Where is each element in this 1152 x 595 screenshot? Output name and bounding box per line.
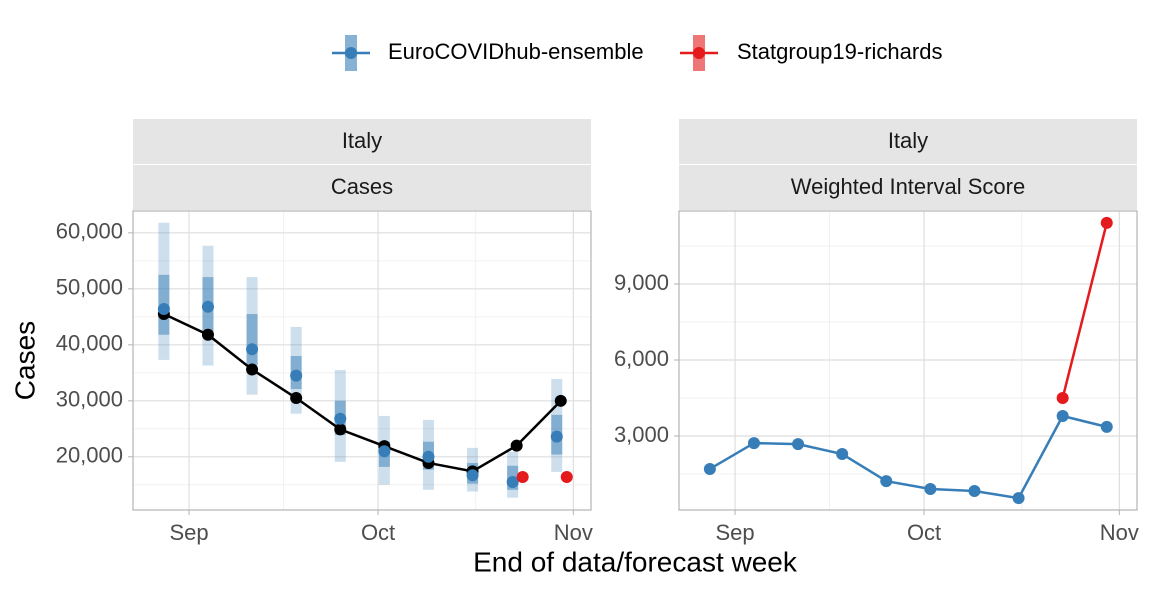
observed-point — [290, 392, 303, 405]
x-tick-label: Oct — [361, 520, 395, 545]
observed-point — [334, 423, 347, 436]
series-point — [703, 462, 716, 475]
y-tick-label: 9,000 — [614, 270, 669, 295]
series-point — [880, 475, 893, 488]
strip-label: Weighted Interval Score — [791, 174, 1025, 199]
x-tick-label: Oct — [907, 520, 941, 545]
legend-label: Statgroup19-richards — [737, 39, 942, 64]
legend-label: EuroCOVIDhub-ensemble — [388, 39, 644, 64]
series-point — [246, 343, 259, 356]
y-tick-label: 20,000 — [56, 443, 123, 468]
series-line — [1061, 222, 1108, 399]
series-point — [968, 484, 981, 497]
series-point — [516, 470, 529, 483]
x-tick-label: Sep — [715, 520, 754, 545]
x-tick-label: Nov — [1100, 520, 1139, 545]
x-tick-label: Nov — [554, 520, 593, 545]
y-tick-label: 50,000 — [56, 275, 123, 300]
series-point — [1100, 216, 1113, 229]
series-point — [1056, 392, 1069, 405]
y-tick-label: 3,000 — [614, 422, 669, 447]
observed-line — [163, 312, 562, 473]
strip — [679, 119, 1137, 164]
strip-label: Italy — [888, 128, 928, 153]
legend-point — [345, 47, 357, 59]
observed-point — [510, 439, 523, 452]
series-point — [157, 302, 170, 315]
series-point — [201, 300, 214, 313]
series-point — [466, 469, 479, 482]
x-tick-label: Sep — [169, 520, 208, 545]
series-point — [747, 437, 760, 450]
y-axis-label: Cases — [9, 321, 40, 400]
series-point — [1056, 409, 1069, 422]
y-tick-label: 60,000 — [56, 219, 123, 244]
series-point — [560, 470, 573, 483]
panel-border — [132, 210, 592, 511]
series-point — [1100, 420, 1113, 433]
series-point — [836, 448, 849, 461]
strip — [133, 119, 591, 164]
interval-inner — [246, 314, 258, 365]
y-tick-label: 6,000 — [614, 346, 669, 371]
series-point — [334, 412, 347, 425]
x-axis-label: End of data/forecast week — [473, 546, 798, 577]
series-point — [506, 476, 519, 489]
strip-label: Cases — [331, 174, 393, 199]
legend-point — [693, 47, 705, 59]
panel-border — [678, 210, 1138, 511]
y-tick-label: 30,000 — [56, 387, 123, 412]
series-point — [1012, 492, 1025, 505]
series-point — [290, 369, 303, 382]
series-line — [709, 414, 1108, 500]
series-point — [422, 450, 435, 463]
observed-point — [201, 328, 214, 341]
observed-point — [554, 394, 567, 407]
y-tick-label: 40,000 — [56, 331, 123, 356]
series-point — [924, 482, 937, 495]
strip-label: Italy — [342, 128, 382, 153]
observed-point — [246, 363, 259, 376]
strip — [133, 165, 591, 210]
series-point — [550, 430, 563, 443]
series-point — [792, 438, 805, 451]
series-point — [378, 445, 391, 458]
strip — [679, 165, 1137, 210]
